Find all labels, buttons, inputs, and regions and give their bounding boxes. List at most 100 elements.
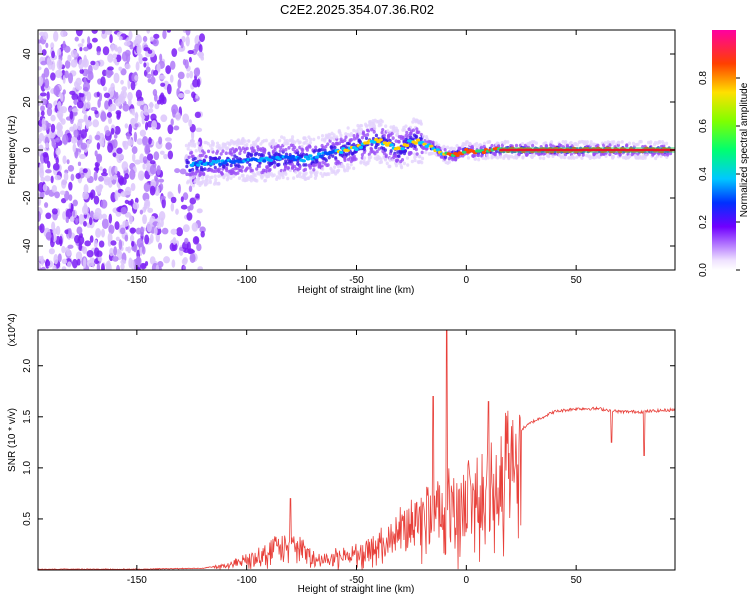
noise-blob xyxy=(87,36,91,45)
noise-blob xyxy=(147,207,154,213)
ridge-halo xyxy=(185,158,189,163)
noise-blob xyxy=(97,256,103,262)
noise-blob xyxy=(63,172,69,182)
noise-blob xyxy=(124,63,131,70)
noise-blob xyxy=(142,156,148,164)
ridge-halo xyxy=(187,142,192,147)
noise-blob xyxy=(130,81,136,91)
noise-blob xyxy=(38,39,42,44)
ridge-halo xyxy=(284,152,289,157)
noise-blob xyxy=(96,154,103,164)
noise-blob xyxy=(159,150,165,155)
ridge-halo xyxy=(204,182,208,186)
ridge-halo xyxy=(354,157,358,161)
ridge-halo xyxy=(204,178,209,182)
noise-blob xyxy=(70,49,78,58)
noise-blob xyxy=(55,147,61,156)
ridge-halo xyxy=(606,140,610,144)
noise-blob xyxy=(42,151,49,158)
noise-blob xyxy=(102,46,110,56)
ridge-halo xyxy=(273,161,277,165)
ridge-halo xyxy=(359,123,363,128)
ridge-halo xyxy=(225,173,229,177)
ridge-halo xyxy=(481,156,485,161)
noise-blob xyxy=(38,138,42,144)
y-tick-label: -40 xyxy=(22,238,33,253)
ridge-halo xyxy=(410,159,414,164)
noise-blob xyxy=(145,66,151,73)
ridge-halo xyxy=(282,136,286,140)
noise-blob xyxy=(126,53,131,63)
noise-blob xyxy=(178,92,185,99)
noise-blob xyxy=(164,137,172,142)
noise-blob xyxy=(69,110,74,120)
noise-blob xyxy=(53,85,60,96)
noise-blob xyxy=(40,60,47,66)
ridge-core xyxy=(400,147,405,151)
ridge-halo xyxy=(335,135,339,139)
ridge-halo xyxy=(425,137,429,141)
noise-blob xyxy=(40,255,44,267)
noise-blob xyxy=(50,175,54,184)
x-tick-label: 0 xyxy=(464,275,470,286)
noise-blob xyxy=(71,108,79,113)
noise-blob xyxy=(158,136,163,145)
colorbar-tick-label: 0.2 xyxy=(698,215,709,229)
ridge-halo xyxy=(249,178,253,183)
ridge-halo xyxy=(206,149,211,154)
noise-blob xyxy=(120,263,125,270)
ridge-halo xyxy=(542,156,546,161)
ridge-halo xyxy=(570,154,575,159)
ridge-halo xyxy=(312,137,316,142)
noise-blob xyxy=(173,125,180,131)
noise-blob xyxy=(191,91,196,99)
ridge-halo xyxy=(413,144,417,149)
ridge-halo xyxy=(596,143,600,148)
ridge-halo xyxy=(577,152,581,157)
ridge-halo xyxy=(394,126,398,131)
ridge-halo xyxy=(263,148,267,153)
ridge-halo xyxy=(248,162,252,167)
noise-blob xyxy=(142,246,146,255)
noise-blob xyxy=(177,78,182,89)
ridge-halo xyxy=(352,142,356,147)
colorbar-tick-label: 0.8 xyxy=(698,71,709,85)
ridge-halo xyxy=(470,144,475,149)
noise-blob xyxy=(153,33,160,39)
snr-panel: -150 -100 -50 0 50 0.5 1.0 1.5 2.0 Height of st… xyxy=(7,313,676,595)
ridge-halo xyxy=(315,159,319,164)
noise-blob xyxy=(67,244,74,249)
noise-blob xyxy=(112,44,118,51)
ridge-halo xyxy=(446,145,450,150)
noise-blob xyxy=(70,173,75,182)
noise-blob xyxy=(134,123,139,128)
x-tick-label: 0 xyxy=(464,575,470,586)
ridge-halo xyxy=(255,151,259,156)
noise-blob xyxy=(96,91,100,98)
ridge-halo xyxy=(210,175,214,180)
ridge-halo xyxy=(315,170,319,175)
noise-blob xyxy=(130,182,136,192)
ridge-halo xyxy=(219,170,224,175)
noise-blob xyxy=(73,234,81,244)
noise-blob xyxy=(169,74,174,83)
noise-blob xyxy=(117,46,122,54)
ridge-halo xyxy=(414,134,419,139)
ridge-halo xyxy=(594,155,599,159)
ridge-halo xyxy=(383,148,388,152)
ridge-halo xyxy=(298,174,302,179)
ridge-halo xyxy=(308,145,312,149)
ridge-core xyxy=(455,153,460,157)
ridge-halo xyxy=(333,165,337,169)
colorbar-label: Normalized spectral amplitude xyxy=(739,82,750,217)
figure-title: C2E2.2025.354.07.36.R02 xyxy=(280,2,434,17)
noise-blob xyxy=(117,153,124,160)
noise-blob xyxy=(41,123,47,131)
noise-blob xyxy=(88,134,93,144)
ridge-halo xyxy=(358,131,362,136)
noise-blob xyxy=(182,224,190,233)
ridge-halo xyxy=(455,143,459,148)
ridge-halo xyxy=(616,140,620,145)
ridge-core xyxy=(428,144,434,148)
noise-blob xyxy=(85,120,93,127)
